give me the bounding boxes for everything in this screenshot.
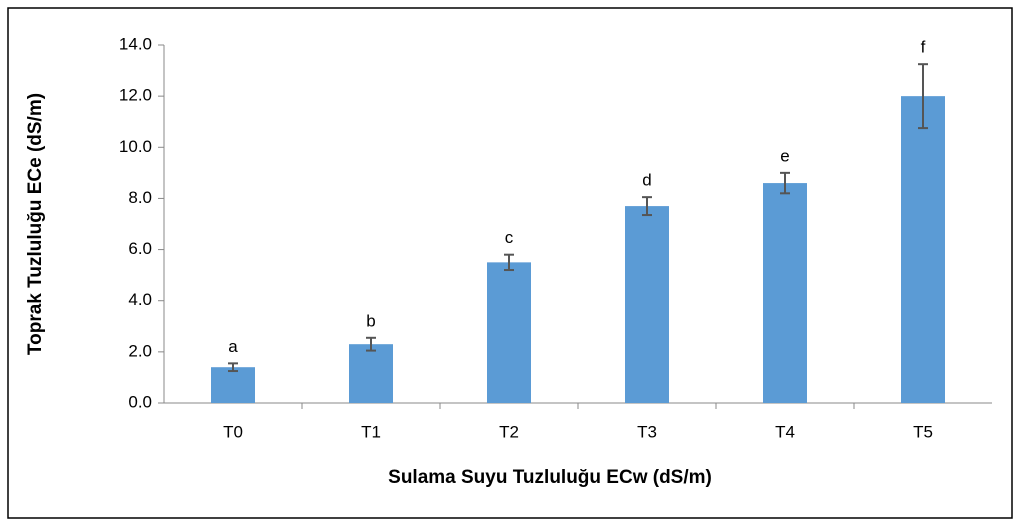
- x-tick-label: T5: [913, 422, 933, 441]
- x-tick-label: T0: [223, 422, 243, 441]
- y-tick-label: 12.0: [119, 86, 152, 105]
- annotation: d: [642, 171, 651, 190]
- x-tick-label: T4: [775, 422, 795, 441]
- y-tick-label: 8.0: [128, 188, 152, 207]
- annotation: a: [228, 337, 238, 356]
- x-tick-label: T2: [499, 422, 519, 441]
- bar: [625, 206, 669, 403]
- x-tick-label: T1: [361, 422, 381, 441]
- y-tick-label: 14.0: [119, 34, 152, 53]
- y-tick-label: 0.0: [128, 392, 152, 411]
- bar: [211, 367, 255, 403]
- y-tick-label: 4.0: [128, 290, 152, 309]
- bar: [487, 262, 531, 403]
- annotation: c: [505, 228, 514, 247]
- annotation: f: [921, 38, 926, 57]
- y-tick-label: 10.0: [119, 137, 152, 156]
- x-tick-label: T3: [637, 422, 657, 441]
- annotation: b: [366, 311, 375, 330]
- bar: [349, 344, 393, 403]
- y-axis-label: Toprak Tuzluluğu ECe (dS/m): [25, 93, 46, 355]
- bar: [763, 183, 807, 403]
- y-tick-label: 6.0: [128, 239, 152, 258]
- y-tick-label: 2.0: [128, 341, 152, 360]
- bar: [901, 96, 945, 404]
- x-axis-label: Sulama Suyu Tuzluluğu ECw (dS/m): [388, 467, 712, 488]
- annotation: e: [780, 146, 789, 165]
